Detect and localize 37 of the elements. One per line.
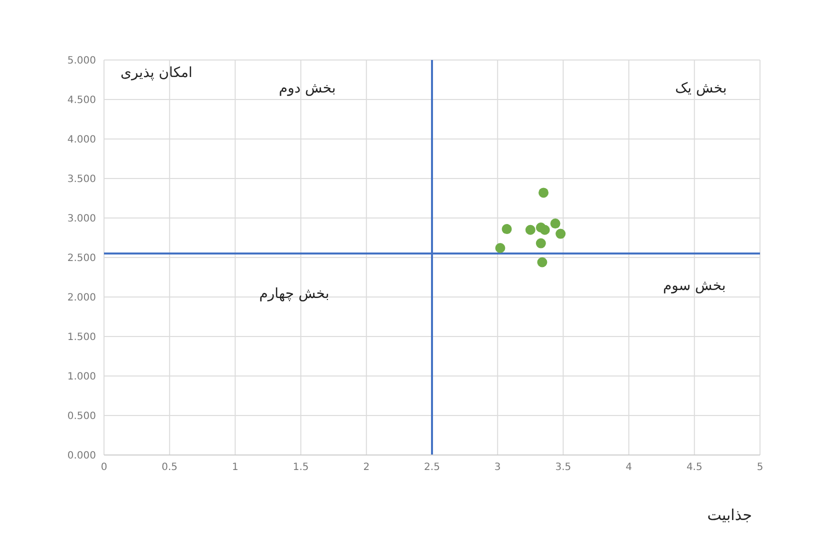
annotation: بخش سوم (662, 278, 726, 294)
point (525, 224, 536, 235)
y-axis-title: امکان پذیری (120, 64, 192, 81)
y-tick-label: 4.500 (67, 95, 96, 106)
x-tick-label: 2.5 (424, 462, 440, 474)
x-tick-label: 5 (756, 462, 764, 474)
y-tick-label: 2.000 (67, 292, 96, 304)
point (537, 257, 548, 268)
point (556, 228, 566, 239)
point (536, 238, 546, 248)
annotation: بخش دوم (278, 80, 336, 97)
point (502, 224, 512, 234)
x-tick-label: 4.5 (686, 462, 702, 474)
x-tick-label: 3 (494, 462, 501, 474)
x-tick-label: 2 (363, 462, 370, 474)
annotation: بخش چهارم (259, 286, 330, 302)
x-tick-label: 0.5 (162, 462, 178, 474)
y-tick-label: 1.500 (67, 332, 96, 344)
y-tick-label: 1.000 (67, 372, 96, 383)
x-tick-label: 0 (100, 462, 108, 474)
annotation: بخش یک (675, 80, 727, 97)
x-tick-label: 4 (626, 462, 632, 474)
point (540, 224, 550, 235)
point (495, 243, 506, 254)
x-axis-title: جذابیت (707, 506, 752, 524)
y-tick-label: 4.000 (67, 134, 96, 146)
y-tick-label: 3.500 (67, 174, 96, 186)
x-tick-label: 1.5 (292, 462, 309, 474)
y-tick-label: 0.000 (67, 450, 96, 462)
y-tick-label: 0.500 (67, 411, 96, 422)
y-tick-label: 5.000 (67, 56, 96, 67)
x-tick-label: 1 (232, 462, 238, 474)
y-tick-label: 2.500 (67, 253, 96, 264)
point (550, 218, 560, 229)
x-tick-label: 3.5 (555, 462, 572, 474)
point (538, 188, 549, 198)
y-tick-label: 3.000 (67, 214, 96, 225)
